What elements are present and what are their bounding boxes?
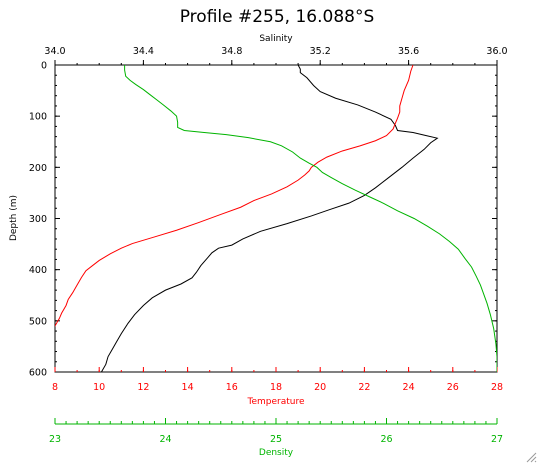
depth-tick-label: 200: [29, 163, 47, 174]
temperature-axis: 8 10 12 14 16 18 20 22 24 26 28: [52, 367, 503, 393]
depth-tick-label: 0: [41, 61, 47, 72]
density-axis-label: Density: [259, 448, 294, 458]
temperature-tick-label: 28: [491, 382, 503, 393]
series-group: [55, 65, 497, 372]
salinity-tick-label: 36.0: [486, 46, 507, 57]
temperature-axis-label: Temperature: [246, 397, 304, 407]
salinity-axis-label: Salinity: [259, 34, 293, 44]
density-tick-label: 23: [49, 434, 61, 445]
salinity-tick-label: 35.6: [398, 46, 419, 57]
salinity-axis: 34.0 34.4 34.8 35.2 35.6 36.0: [44, 46, 508, 65]
density-series-line: [124, 65, 497, 372]
depth-axis-label: Depth (m): [9, 195, 19, 241]
temperature-tick-label: 10: [93, 382, 105, 393]
temperature-tick-label: 18: [270, 382, 282, 393]
resize-grip-icon[interactable]: [525, 451, 537, 463]
temperature-tick-label: 22: [358, 382, 370, 393]
depth-tick-label: 400: [29, 265, 47, 276]
temperature-tick-label: 12: [137, 382, 149, 393]
density-tick-label: 27: [491, 434, 503, 445]
temperature-tick-label: 24: [403, 382, 415, 393]
depth-tick-label: 500: [29, 316, 47, 327]
depth-tick-label: 600: [29, 368, 47, 379]
salinity-tick-label: 34.0: [44, 46, 65, 57]
depth-axis: 0 100 200 300 400 500 600: [29, 61, 497, 379]
density-axis: 23 24 25 26 27: [49, 418, 503, 445]
plot-frame: [54, 64, 498, 373]
salinity-tick-label: 34.4: [133, 46, 154, 57]
salinity-series-line: [100, 65, 439, 372]
temperature-tick-label: 16: [226, 382, 238, 393]
temperature-tick-label: 26: [447, 382, 459, 393]
depth-tick-label: 300: [29, 214, 47, 225]
density-tick-label: 26: [380, 434, 392, 445]
temperature-tick-label: 20: [314, 382, 326, 393]
depth-tick-label: 100: [29, 112, 47, 123]
salinity-tick-label: 35.2: [310, 46, 331, 57]
temperature-tick-label: 8: [52, 382, 58, 393]
chart-title: Profile #255, 16.088°S: [180, 7, 375, 27]
temperature-tick-label: 14: [182, 382, 194, 393]
salinity-tick-label: 34.8: [221, 46, 242, 57]
density-tick-label: 25: [270, 434, 282, 445]
temperature-series-line: [55, 65, 414, 327]
density-tick-label: 24: [159, 434, 171, 445]
